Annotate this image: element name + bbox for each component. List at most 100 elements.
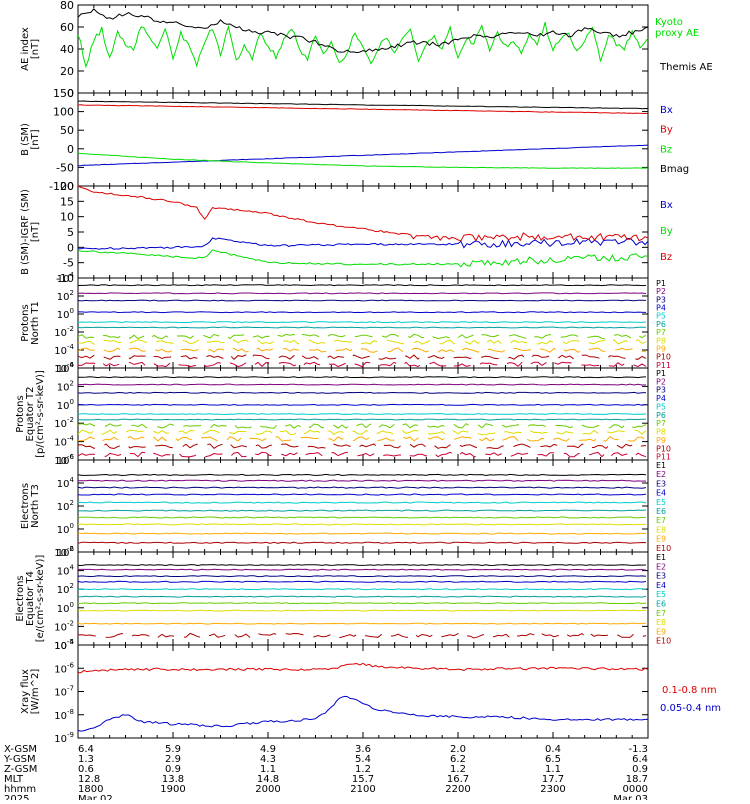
axis-row-value: 5.4 (355, 754, 371, 765)
series-line-p1 (77, 284, 647, 287)
legend-entry: P5 (656, 402, 666, 411)
legend-entry: P7 (656, 328, 666, 337)
series-line-p8 (77, 429, 647, 436)
panel-frame-en3 (77, 459, 649, 553)
axis-row-label: Z-GSM (4, 764, 37, 775)
axis-row-value: 18.7 (626, 774, 648, 785)
series-line-p10 (77, 354, 647, 361)
y-tick-label: 10-2 (54, 416, 74, 430)
axis-row-label: hhmm (4, 784, 36, 795)
y-tick-label: 102 (57, 379, 74, 393)
y-axis-label: Electrons (20, 483, 31, 529)
axis-row-value: 2100 (350, 784, 375, 795)
legend-entry: E8 (656, 618, 666, 627)
legend-entry: P11 (656, 361, 671, 370)
legend-entry: By (660, 125, 673, 136)
series-line-e2 (78, 479, 647, 482)
legend-entry: E9 (656, 627, 666, 636)
panel-frame-bsm (77, 92, 649, 187)
axis-row-value: 1.3 (78, 754, 94, 765)
legend-entry: Bz (660, 144, 672, 155)
series-line-p5 (77, 413, 647, 416)
legend-entry: P1 (656, 279, 666, 288)
legend-entry: P8 (656, 428, 666, 437)
legend-entry: P6 (656, 320, 666, 329)
axis-row-value: 0.9 (632, 764, 648, 775)
y-tick-label: 106 (57, 545, 75, 559)
legend-entry: E6 (656, 507, 666, 516)
axis-row-value: 17.7 (542, 774, 564, 785)
y-tick-label: 10-7 (54, 685, 74, 699)
axis-row-value: 1.2 (355, 764, 371, 775)
legend-entry: E1 (656, 461, 666, 470)
y-tick-label: 80 (60, 0, 74, 12)
series-line-e5 (77, 501, 647, 504)
legend-entry: Bmag (660, 164, 689, 175)
y-tick-label: 10-2 (54, 619, 74, 633)
y-axis-label: [p/(cm²-s-sr-keV)] (35, 370, 46, 458)
series-line-p11 (77, 361, 647, 368)
axis-row-value: 6.4 (78, 744, 94, 755)
y-tick-label: 102 (57, 499, 74, 513)
y-axis-label: AE index (20, 27, 31, 71)
series-line-p5 (77, 321, 647, 324)
axis-row-value: 1.1 (260, 764, 276, 775)
series-line-e4 (77, 493, 647, 496)
axis-row-value: 1.2 (450, 764, 466, 775)
series-line-e3 (77, 486, 647, 489)
axis-row-value: Mar 02 (78, 794, 113, 800)
y-axis-label: North T3 (30, 484, 41, 528)
axis-row-value: 1.1 (545, 764, 561, 775)
y-tick-label: 10-4 (54, 343, 74, 357)
legend-entry: E2 (656, 470, 666, 479)
series-line-p9 (78, 435, 647, 442)
axis-row-value: -1.3 (628, 744, 648, 755)
series-line-e8 (77, 609, 647, 612)
legend-entry: E3 (656, 572, 666, 581)
legend-entry: E10 (656, 637, 671, 646)
y-tick-label: 10-6 (54, 661, 74, 675)
legend-entry: Kyoto (655, 17, 683, 28)
series-line-0-05-0-4-nm (77, 695, 648, 732)
axis-row-value: 16.7 (447, 774, 469, 785)
series-line-e6 (77, 509, 647, 512)
series-line-p6 (77, 418, 647, 421)
y-tick-label: 10-4 (54, 435, 74, 449)
legend-entry: P3 (656, 295, 666, 304)
y-tick-label: 100 (57, 307, 74, 321)
axis-row-value: 12.8 (78, 774, 100, 785)
series-line-p4 (77, 403, 647, 406)
axis-row-value: 2.0 (450, 744, 466, 755)
y-tick-label: 20 (60, 180, 74, 193)
series-line-0-1-0-8-nm (77, 662, 649, 674)
legend-entry: P4 (656, 394, 666, 403)
legend-entry: 0.1-0.8 nm (662, 685, 717, 696)
legend-entry: P2 (656, 377, 666, 386)
legend-entry: Bx (660, 105, 673, 116)
legend-entry: E1 (656, 553, 666, 562)
series-line-p10 (77, 443, 647, 450)
series-line-bz (77, 152, 649, 169)
legend-entry: E4 (656, 489, 666, 498)
axis-row-value: 1900 (160, 784, 185, 795)
y-tick-label: 40 (60, 43, 74, 56)
legend-entry: E8 (656, 525, 666, 534)
y-axis-label: Protons (15, 395, 26, 432)
axis-row-value: 0.4 (545, 744, 561, 755)
series-line-themis-ae (77, 8, 649, 54)
y-axis-label: [nT] (30, 39, 41, 59)
legend-entry: Bx (660, 200, 673, 211)
legend-entry: P5 (656, 312, 666, 321)
y-tick-label: 104 (57, 476, 75, 490)
axis-row-value: 0.6 (78, 764, 94, 775)
legend-entry: P10 (656, 353, 671, 362)
y-tick-label: 102 (57, 582, 74, 596)
legend-entry: By (660, 226, 673, 237)
series-line-e1 (77, 564, 647, 567)
y-tick-label: 150 (53, 87, 74, 100)
axis-row-value: 0.9 (165, 764, 181, 775)
y-tick-label: 104 (57, 361, 75, 375)
axis-row-value: 0000 (623, 784, 648, 795)
series-line-p3 (77, 391, 647, 394)
